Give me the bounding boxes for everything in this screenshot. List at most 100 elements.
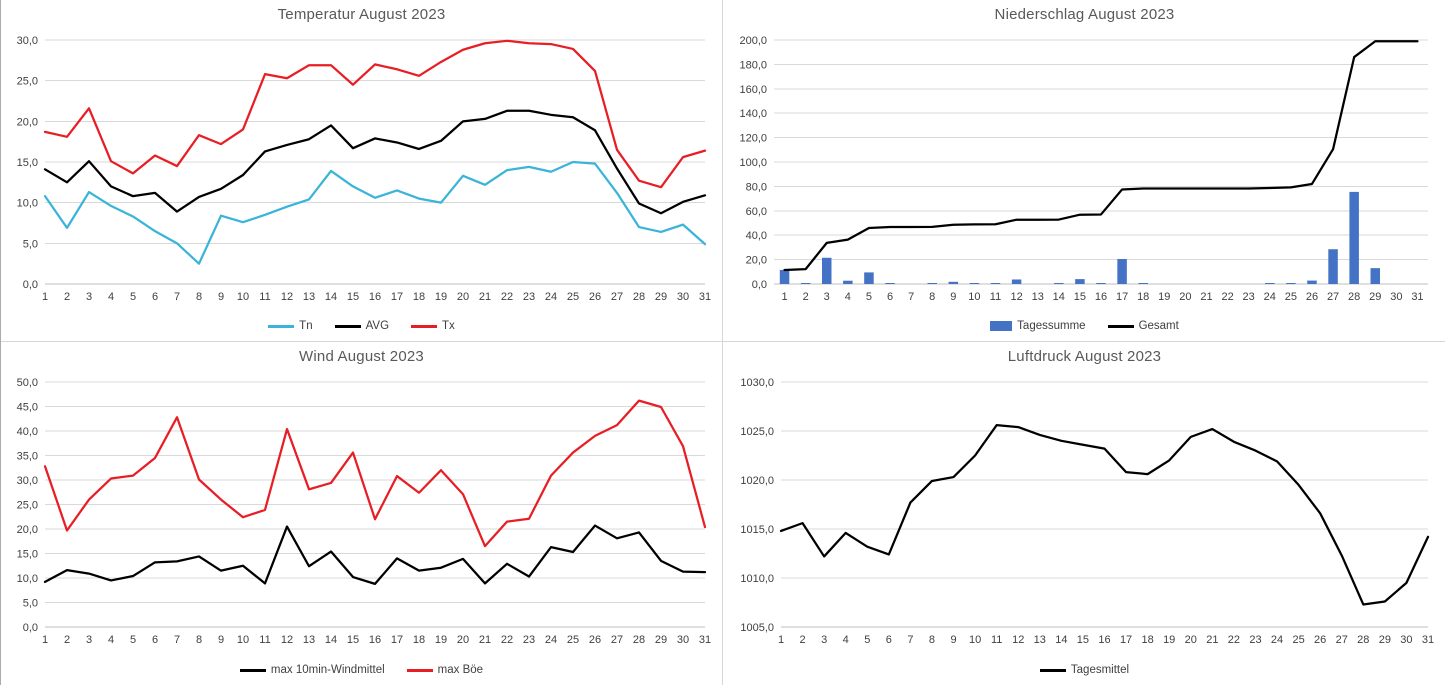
legend-label: Tagesmittel xyxy=(1070,664,1130,676)
y-tick-label: 100,0 xyxy=(739,157,767,169)
gridlines xyxy=(45,381,705,628)
y-tick-label: 1030,0 xyxy=(740,377,774,389)
wind-plot: 0,0 5,0 10,0 15,0 20,0 25,0 30,0 35,0 40,0 45,0 50… xyxy=(17,377,712,646)
x-tick-label: 6 xyxy=(152,634,158,646)
x-tick-label: 11 xyxy=(990,291,1001,303)
x-tick-label: 30 xyxy=(677,291,689,303)
legend-item-max 10min-Windmittel: max 10min-Windmittel xyxy=(239,664,385,676)
pressure-chart-panel: 1005,0 1010,0 1015,0 1020,0 1025,0 1030,0 1 2 3 4… xyxy=(723,342,1445,685)
x-tick-label: 30 xyxy=(1390,291,1402,303)
x-tick-label: 15 xyxy=(1077,634,1089,646)
x-tick-label: 10 xyxy=(968,291,980,303)
y-tick-label: 1015,0 xyxy=(740,524,774,536)
x-tick-label: 30 xyxy=(1400,634,1412,646)
bar xyxy=(1370,268,1381,284)
bar xyxy=(779,269,790,284)
x-tick-label: 10 xyxy=(237,634,249,646)
x-tick-label: 27 xyxy=(1327,291,1339,303)
y-axis-labels: 0,0 20,0 40,0 60,0 80,0 100,0 120,0 140,0 160,0 1… xyxy=(739,35,767,291)
bar xyxy=(864,272,874,284)
x-tick-label: 18 xyxy=(413,634,425,646)
y-tick-label: 40,0 xyxy=(746,230,767,242)
legend-bar-swatch xyxy=(990,321,1013,331)
bar xyxy=(1117,258,1127,284)
y-tick-label: 35,0 xyxy=(17,451,38,463)
wind-chart-panel: 0,0 5,0 10,0 15,0 20,0 25,0 30,0 35,0 40,0 45,0 50… xyxy=(1,342,723,685)
x-tick-label: 13 xyxy=(303,291,315,303)
y-tick-label: 5,0 xyxy=(23,598,38,610)
x-tick-label: 15 xyxy=(1074,291,1086,303)
x-tick-label: 7 xyxy=(174,634,180,646)
x-tick-label: 18 xyxy=(1142,634,1154,646)
y-tick-label: 5,0 xyxy=(23,238,38,250)
bar xyxy=(1075,279,1085,284)
x-tick-label: 7 xyxy=(174,291,180,303)
x-tick-label: 20 xyxy=(457,634,469,646)
bar xyxy=(885,283,895,284)
x-tick-label: 18 xyxy=(413,291,425,303)
x-tick-label: 23 xyxy=(523,291,535,303)
x-tick-label: 21 xyxy=(1200,291,1212,303)
bar xyxy=(1054,283,1064,284)
x-axis-labels: 1 2 3 4 5 6 7 8 9 10 11 12 13 14 15 16 17 18 19 20 21 22 23 24 2… xyxy=(778,634,1434,646)
line-series-AVG xyxy=(43,109,707,215)
x-tick-label: 28 xyxy=(1348,291,1360,303)
x-tick-label: 27 xyxy=(611,634,623,646)
x-tick-label: 23 xyxy=(1243,291,1255,303)
x-tick-label: 18 xyxy=(1137,291,1149,303)
x-tick-label: 16 xyxy=(369,634,381,646)
chart-legend: Tn AVG Tx xyxy=(1,320,722,332)
y-tick-label: 1010,0 xyxy=(740,573,774,585)
x-tick-label: 22 xyxy=(1228,634,1240,646)
y-tick-label: 30,0 xyxy=(17,475,38,487)
x-tick-label: 3 xyxy=(821,634,827,646)
legend-line-swatch xyxy=(411,324,438,328)
bar xyxy=(927,283,937,284)
x-tick-label: 14 xyxy=(1053,291,1065,303)
x-tick-label: 23 xyxy=(1249,634,1261,646)
x-tick-label: 2 xyxy=(64,634,70,646)
line-series-Tn xyxy=(43,160,707,265)
bar xyxy=(969,283,980,284)
x-tick-label: 12 xyxy=(1010,291,1022,303)
x-tick-label: 27 xyxy=(611,291,623,303)
x-tick-label: 23 xyxy=(523,634,535,646)
x-tick-label: 26 xyxy=(589,634,601,646)
x-tick-label: 1 xyxy=(42,634,48,646)
legend-item-max Böe: max Böe xyxy=(406,664,483,676)
x-tick-label: 9 xyxy=(950,291,956,303)
x-tick-label: 1 xyxy=(42,291,48,303)
x-tick-label: 26 xyxy=(1306,291,1318,303)
bar xyxy=(1286,283,1296,284)
x-axis-labels: 1 2 3 4 5 6 7 8 9 10 11 12 13 14 15 16 17 18 19 20 21 22 23 24 2… xyxy=(781,291,1423,303)
x-tick-label: 20 xyxy=(1179,291,1191,303)
gridlines xyxy=(45,39,705,285)
legend-label: max 10min-Windmittel xyxy=(270,664,385,676)
x-tick-label: 20 xyxy=(457,291,469,303)
x-tick-label: 1 xyxy=(778,634,784,646)
line-series-max Böe xyxy=(43,399,707,548)
x-tick-label: 19 xyxy=(1163,634,1175,646)
y-tick-label: 120,0 xyxy=(739,133,767,145)
x-tick-label: 22 xyxy=(501,634,513,646)
x-axis-labels: 1 2 3 4 5 6 7 8 9 10 11 12 13 14 15 16 17 18 19 20 21 22 23 24 2… xyxy=(42,634,711,646)
x-tick-label: 31 xyxy=(1411,291,1423,303)
x-tick-label: 11 xyxy=(259,634,270,646)
legend-label: Tn xyxy=(299,320,313,332)
legend-label: AVG xyxy=(365,320,390,332)
x-tick-label: 7 xyxy=(908,291,914,303)
x-tick-label: 5 xyxy=(866,291,872,303)
y-axis-labels: 0,0 5,0 10,0 15,0 20,0 25,0 30,0 35,0 40,0 45,0 50… xyxy=(17,377,38,634)
legend-item-Gesamt: Gesamt xyxy=(1107,320,1179,332)
x-tick-label: 29 xyxy=(1369,291,1381,303)
y-tick-label: 15,0 xyxy=(17,549,38,561)
bar xyxy=(821,257,832,284)
x-tick-label: 10 xyxy=(237,291,249,303)
x-tick-label: 22 xyxy=(1221,291,1233,303)
y-axis-labels: 0,0 5,0 10,0 15,0 20,0 25,0 30,0 xyxy=(17,35,38,291)
x-tick-label: 16 xyxy=(1095,291,1107,303)
bar xyxy=(948,281,959,284)
x-tick-label: 28 xyxy=(633,291,645,303)
x-tick-label: 14 xyxy=(325,291,337,303)
